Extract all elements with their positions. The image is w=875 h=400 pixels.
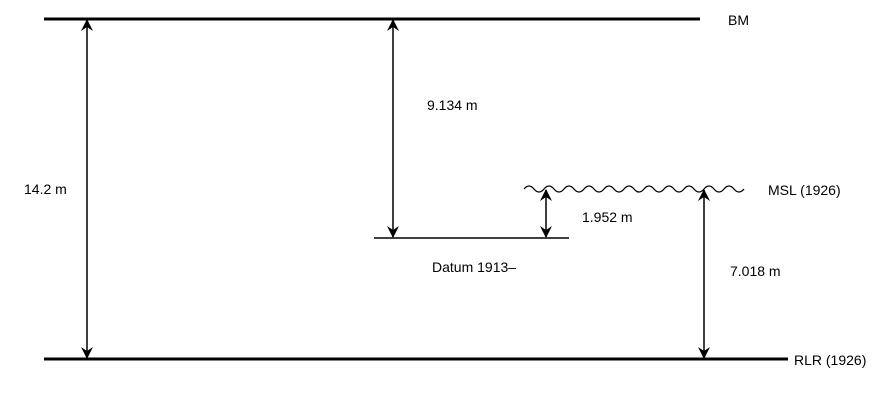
msl-to-datum-value: 1.952 m [582, 209, 633, 225]
bm-to-rlr-value: 14.2 m [24, 181, 67, 197]
bm-to-datum-value: 9.134 m [427, 97, 478, 113]
rlr-label: RLR (1926) [794, 352, 866, 368]
msl-label: MSL (1926) [768, 182, 841, 198]
bm-label: BM [728, 12, 749, 28]
msl-wavy-line [523, 185, 745, 193]
datum-label: Datum 1913– [432, 259, 516, 275]
msl-to-rlr-value: 7.018 m [730, 263, 781, 279]
